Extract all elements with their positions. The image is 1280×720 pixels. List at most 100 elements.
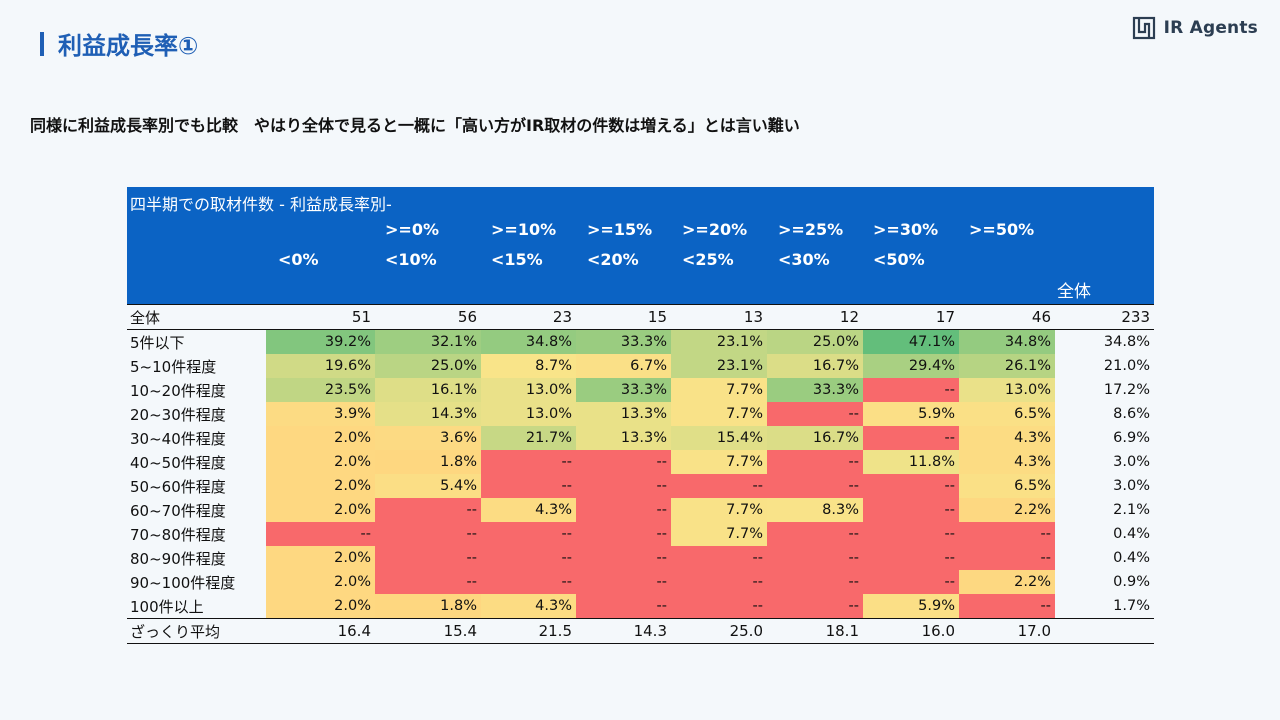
data-cell: 5.9% (863, 594, 959, 619)
data-cell: 7.7% (671, 522, 767, 546)
data-cell: 33.3% (576, 378, 671, 402)
data-cell: -- (767, 570, 863, 594)
data-cell: 15 (576, 304, 671, 330)
data-cell: -- (767, 474, 863, 498)
data-cell: 23.1% (671, 354, 767, 378)
row-label: 90~100件程度 (130, 573, 236, 592)
table-row: 20~30件程度 3.9% 14.3% 13.0% 13.3% 7.7% -- 5.9% 6.5… (127, 402, 1154, 426)
table-header: 四半期での取材件数 - 利益成長率別- <0% >=0% <10% >=10% <15%… (127, 187, 1154, 304)
title-accent-bar (40, 31, 44, 56)
data-cell: -- (767, 402, 863, 426)
row-total-cell: 8.6% (1113, 406, 1150, 422)
data-cell: -- (481, 570, 576, 594)
data-cell: -- (375, 570, 481, 594)
column-header-7-line2: <50% (873, 250, 925, 269)
data-cell: 34.8% (481, 329, 576, 354)
row-total-cell (1055, 618, 1154, 644)
data-cell: -- (671, 474, 767, 498)
data-cell: 16.7% (767, 426, 863, 450)
ir-agents-logo-icon (1132, 16, 1155, 40)
data-cell: 23.5% (266, 378, 375, 402)
data-cell: 56 (375, 304, 481, 330)
data-cell: 13.0% (481, 378, 576, 402)
data-cell: 2.0% (266, 594, 375, 619)
data-cell: 2.0% (266, 570, 375, 594)
row-total-cell: 1.7% (1113, 598, 1150, 614)
data-cell: 47.1% (863, 329, 959, 354)
data-cell: 4.3% (481, 498, 576, 522)
total-row: 全体 51 56 23 15 13 12 17 46 233 (127, 304, 1154, 330)
data-cell: 14.3% (375, 402, 481, 426)
data-cell: -- (863, 378, 959, 402)
slide-subtitle: 同様に利益成長率別でも比較 やはり全体で見ると一概に「高い方がIR取材の件数は増… (30, 116, 800, 135)
data-cell: -- (671, 594, 767, 619)
data-cell: 7.7% (671, 402, 767, 426)
row-total-cell: 0.9% (1113, 574, 1150, 590)
column-header-1-line2: <0% (278, 250, 319, 269)
data-cell: 21.7% (481, 426, 576, 450)
data-cell: 6.7% (576, 354, 671, 378)
column-header-8-line1: >=50% (969, 220, 1035, 239)
row-total-cell: 233 (1055, 304, 1154, 330)
data-cell: -- (576, 474, 671, 498)
table-row: 60~70件程度 2.0% -- 4.3% -- 7.7% 8.3% -- 2.2% 2.1% (127, 498, 1154, 522)
table-row: 5~10件程度 19.6% 25.0% 8.7% 6.7% 23.1% 16.7% 29.4%… (127, 354, 1154, 378)
data-cell: 17 (863, 304, 959, 330)
data-cell: 13.0% (481, 402, 576, 426)
data-cell: -- (266, 522, 375, 546)
data-cell: 2.0% (266, 474, 375, 498)
data-cell: 21.5 (481, 618, 576, 644)
page-title: 利益成長率① (58, 32, 199, 60)
column-header-5-line2: <25% (682, 250, 734, 269)
data-cell: -- (959, 546, 1055, 570)
data-cell: 2.0% (266, 450, 375, 474)
data-cell: -- (863, 570, 959, 594)
data-cell: 4.3% (481, 594, 576, 619)
row-label: 5件以下 (130, 333, 185, 352)
data-cell: -- (959, 522, 1055, 546)
data-cell: -- (481, 546, 576, 570)
data-cell: 26.1% (959, 354, 1055, 378)
row-label: 40~50件程度 (130, 453, 226, 472)
data-cell: 5.4% (375, 474, 481, 498)
data-cell: 13.3% (576, 402, 671, 426)
heatmap-table: 四半期での取材件数 - 利益成長率別- <0% >=0% <10% >=10% <15%… (127, 187, 1154, 644)
row-label: 10~20件程度 (130, 381, 226, 400)
data-cell: -- (375, 546, 481, 570)
row-label: 100件以上 (130, 597, 204, 616)
data-cell: 14.3 (576, 618, 671, 644)
data-cell: 51 (266, 304, 375, 330)
row-label: 70~80件程度 (130, 525, 226, 544)
data-cell: 3.9% (266, 402, 375, 426)
data-cell: -- (767, 594, 863, 619)
data-cell: 18.1 (767, 618, 863, 644)
row-total-cell: 0.4% (1113, 526, 1150, 542)
data-cell: 17.0 (959, 618, 1055, 644)
data-cell: 1.8% (375, 594, 481, 619)
data-cell: 13 (671, 304, 767, 330)
row-total-cell: 21.0% (1103, 358, 1150, 374)
data-cell: 4.3% (959, 426, 1055, 450)
brand-logo: IR Agents (1132, 16, 1258, 40)
data-cell: -- (576, 450, 671, 474)
data-cell: -- (576, 546, 671, 570)
row-total-cell: 2.1% (1113, 502, 1150, 518)
data-cell: 23.1% (671, 329, 767, 354)
data-cell: 3.6% (375, 426, 481, 450)
data-cell: 8.7% (481, 354, 576, 378)
data-cell: 25.0 (671, 618, 767, 644)
data-cell: -- (959, 594, 1055, 619)
page-header: 利益成長率① (40, 26, 198, 61)
data-cell: 2.0% (266, 498, 375, 522)
data-cell: 16.0 (863, 618, 959, 644)
row-total-cell: 0.4% (1113, 550, 1150, 566)
data-cell: 8.3% (767, 498, 863, 522)
data-cell: 15.4 (375, 618, 481, 644)
data-cell: 16.4 (266, 618, 375, 644)
data-cell: -- (671, 570, 767, 594)
data-cell: 46 (959, 304, 1055, 330)
column-header-5-line1: >=20% (682, 220, 748, 239)
row-total-cell: 3.0% (1113, 454, 1150, 470)
column-header-6-line2: <30% (778, 250, 830, 269)
data-cell: 19.6% (266, 354, 375, 378)
